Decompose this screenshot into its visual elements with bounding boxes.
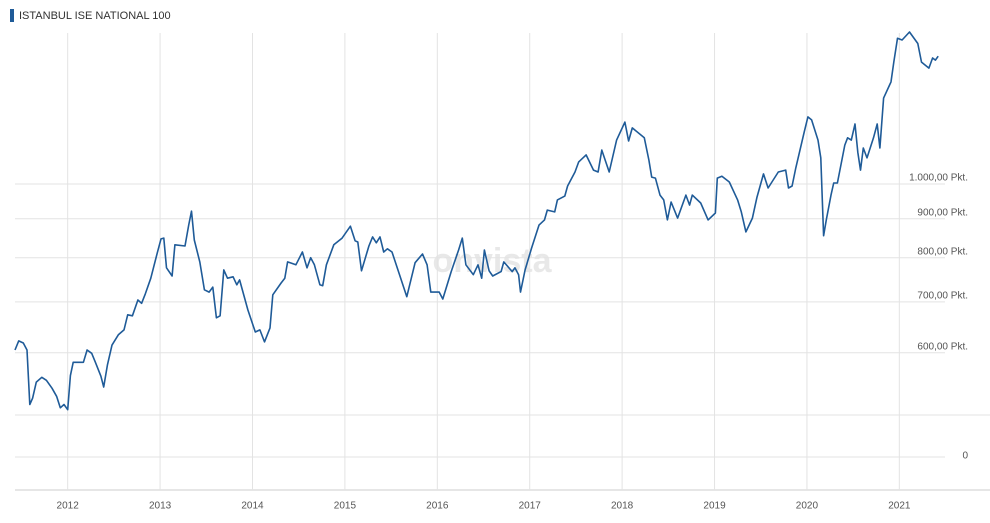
price-line — [14, 31, 939, 411]
y-tick-label: 700,00 Pkt. — [917, 290, 968, 301]
y-tick-label: 0 — [962, 451, 968, 462]
x-tick-label: 2016 — [426, 501, 449, 512]
x-tick-label: 2014 — [241, 501, 264, 512]
watermark: onvista — [432, 242, 552, 280]
y-tick-label: 1.000,00 Pkt. — [909, 173, 968, 184]
chart-title: ISTANBUL ISE NATIONAL 100 — [19, 10, 171, 22]
x-tick-label: 2017 — [519, 501, 542, 512]
x-tick-label: 2015 — [334, 501, 357, 512]
x-tick-label: 2013 — [149, 501, 172, 512]
x-tick-label: 2019 — [703, 501, 726, 512]
y-tick-label: 800,00 Pkt. — [917, 246, 968, 257]
title-marker — [10, 9, 14, 22]
x-tick-label: 2021 — [888, 501, 911, 512]
x-tick-label: 2018 — [611, 501, 634, 512]
y-tick-label: 600,00 Pkt. — [917, 341, 968, 352]
x-tick-label: 2020 — [796, 501, 819, 512]
y-tick-label: 900,00 Pkt. — [917, 207, 968, 218]
x-tick-label: 2012 — [57, 501, 80, 512]
